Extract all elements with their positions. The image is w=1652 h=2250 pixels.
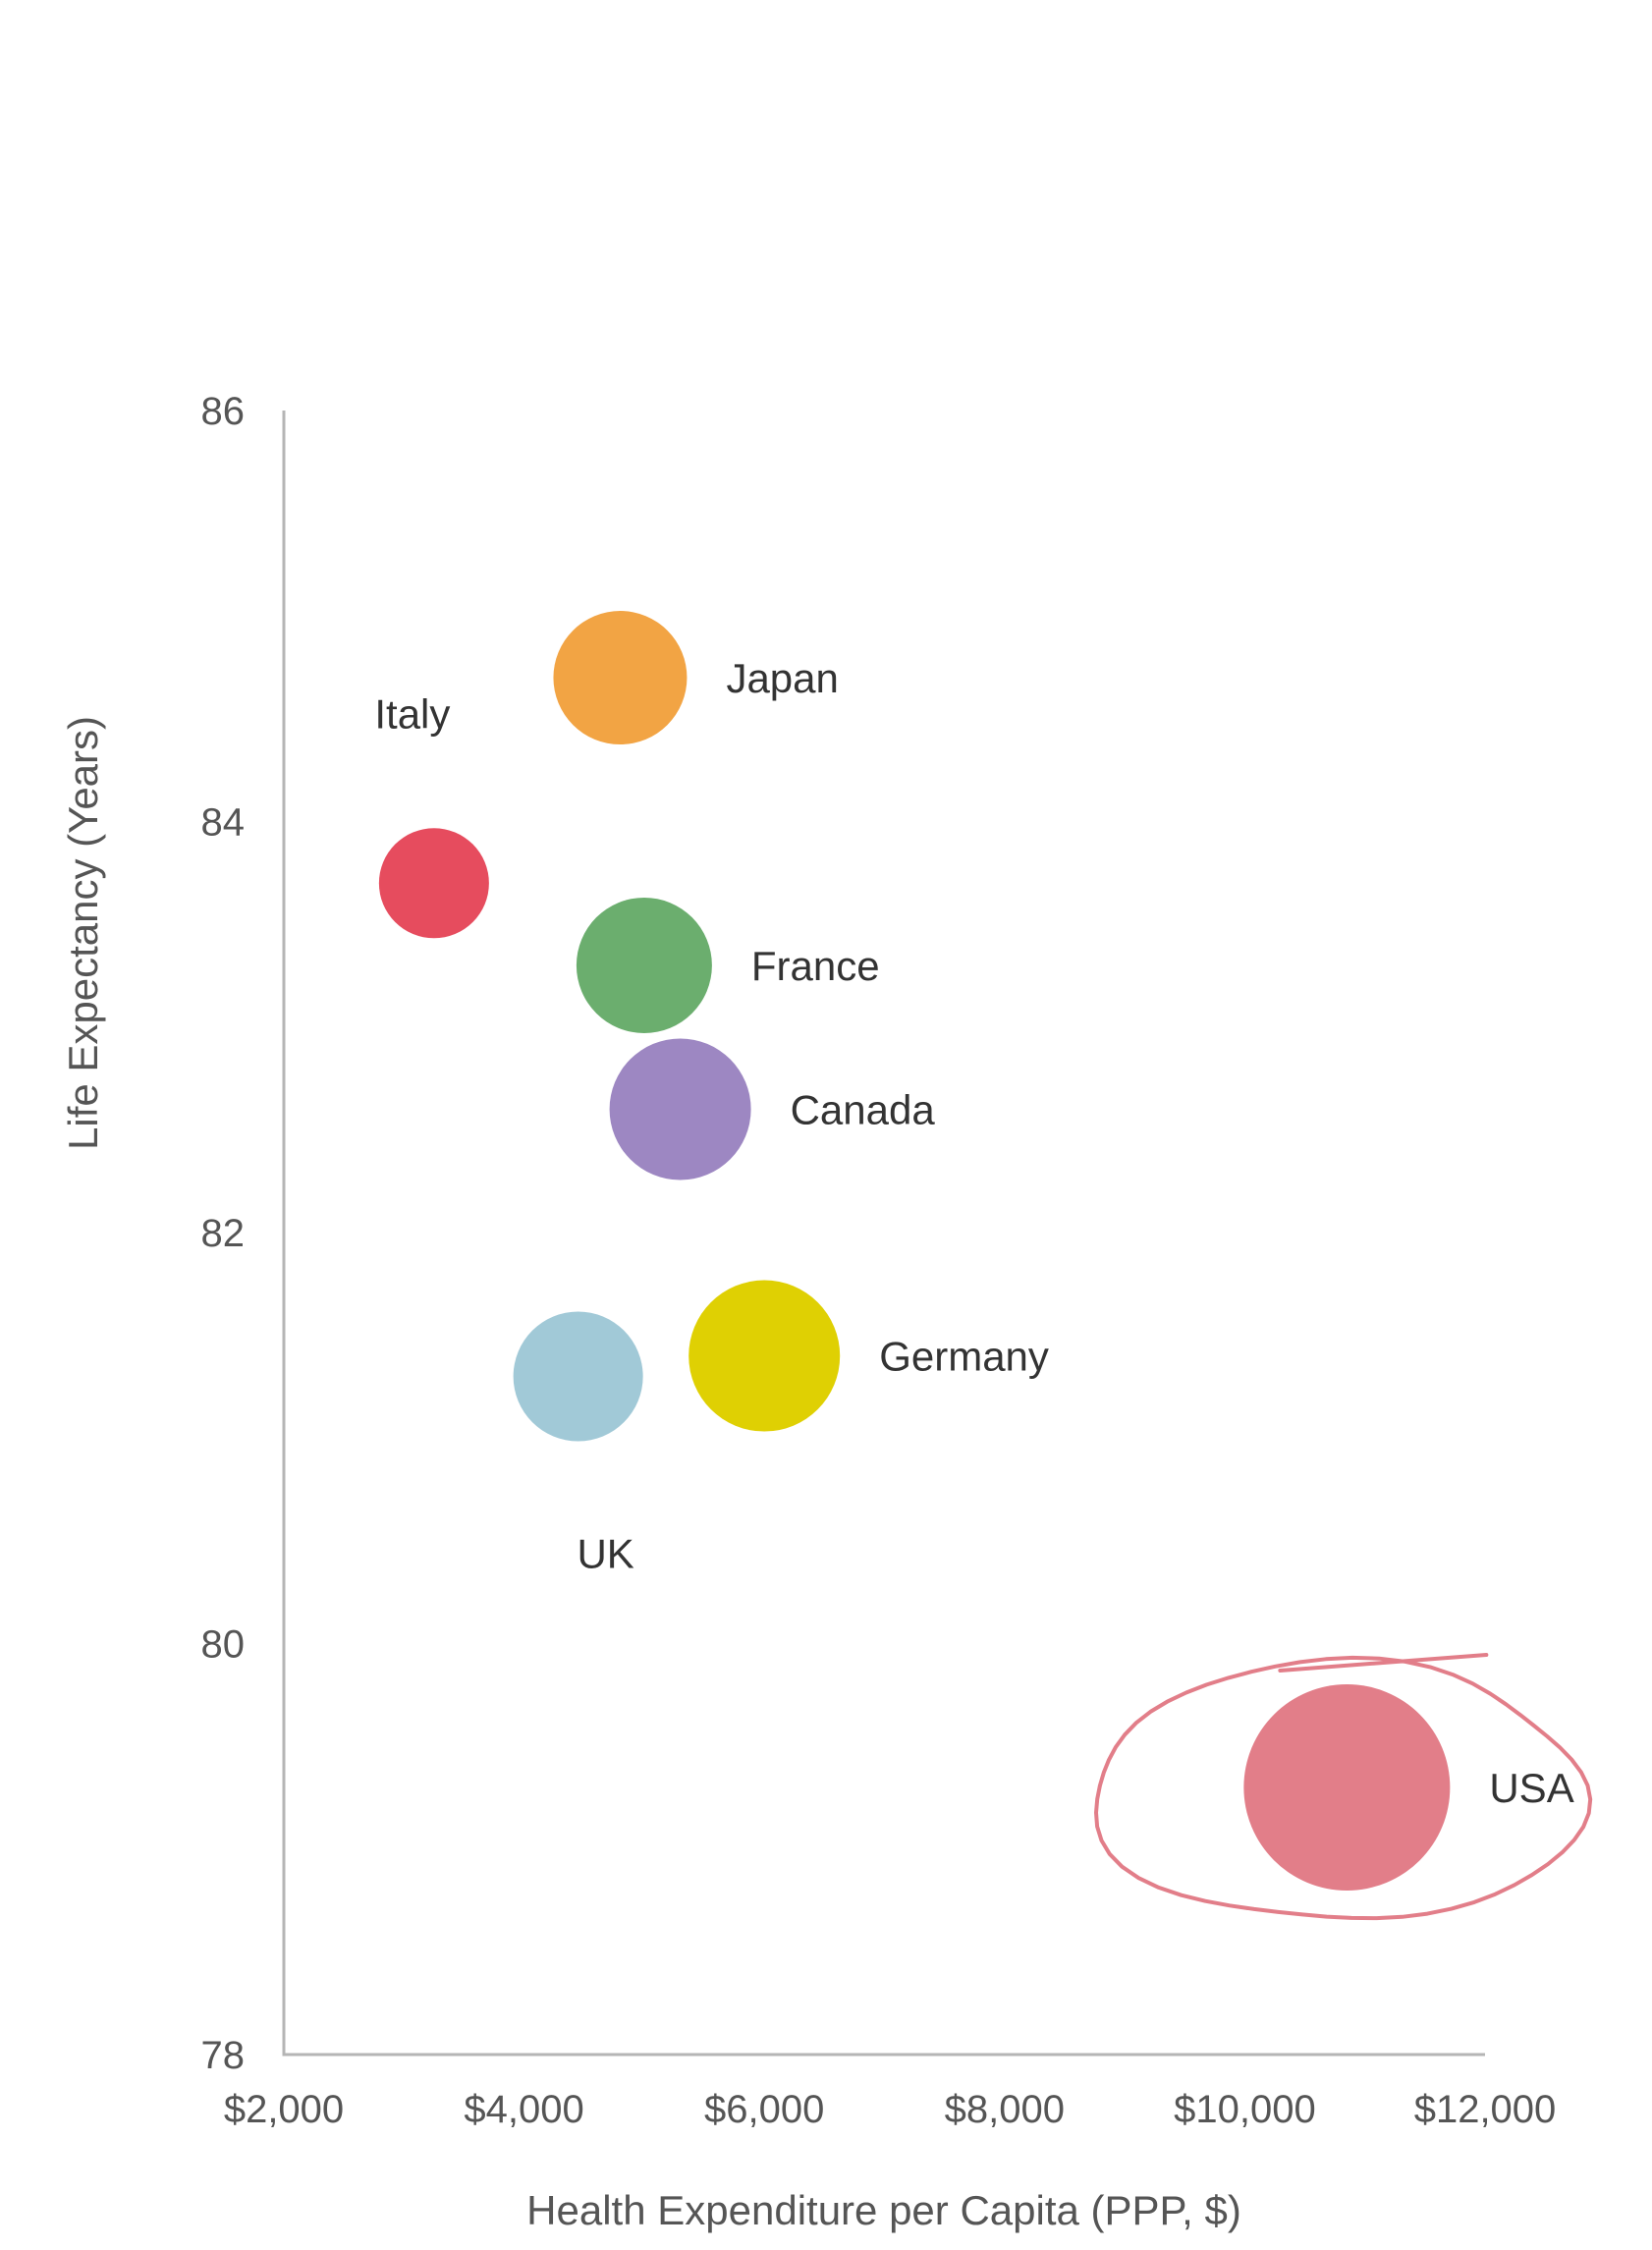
bubble-uk (513, 1311, 643, 1442)
bubble-usa (1243, 1683, 1451, 1891)
highlight-layer (1094, 1652, 1593, 1921)
y-tick-label: 82 (201, 1212, 246, 1255)
bubbles (378, 611, 1451, 1891)
x-tick-label: $8,000 (945, 2088, 1065, 2131)
bubble-label-italy: Italy (374, 690, 450, 737)
y-tick-label: 84 (201, 801, 246, 845)
bubble-label-canada: Canada (791, 1086, 936, 1132)
y-tick-label: 78 (201, 2034, 246, 2077)
axes (282, 411, 1485, 2057)
bubble-label-germany: Germany (879, 1334, 1049, 1380)
y-tick-label: 80 (201, 1623, 246, 1667)
bubble-italy (378, 828, 489, 939)
x-tick-label: $12,000 (1414, 2088, 1557, 2131)
bubble-france (576, 897, 712, 1033)
axis-lines (282, 411, 1485, 2057)
bubble-label-japan: Japan (726, 655, 838, 701)
x-tick-label: $2,000 (224, 2088, 344, 2131)
x-tick-label: $10,000 (1174, 2088, 1316, 2131)
x-tick-label: $4,000 (464, 2088, 583, 2131)
y-tick-label: 86 (201, 390, 246, 433)
highlight-ellipse (1094, 1652, 1593, 1921)
bubble-label-usa: USA (1489, 1765, 1573, 1811)
x-axis-title: Health Expenditure per Capita (PPP, $) (526, 2187, 1241, 2233)
bubble-label-uk: UK (577, 1530, 633, 1576)
bubble-japan (553, 611, 688, 745)
bubble-germany (688, 1280, 841, 1432)
bubble-canada (609, 1038, 751, 1180)
bubble-labels: Japan Italy France Canada Germany UK USA (374, 655, 1573, 1811)
x-tick-label: $6,000 (704, 2088, 824, 2131)
bubble-label-france: France (751, 943, 880, 989)
tick-labels: $2,000 $4,000 $6,000 $8,000 $10,000 $12,000 78… (201, 390, 1557, 2131)
y-axis-title: Life Expectancy (Years) (60, 716, 106, 1150)
